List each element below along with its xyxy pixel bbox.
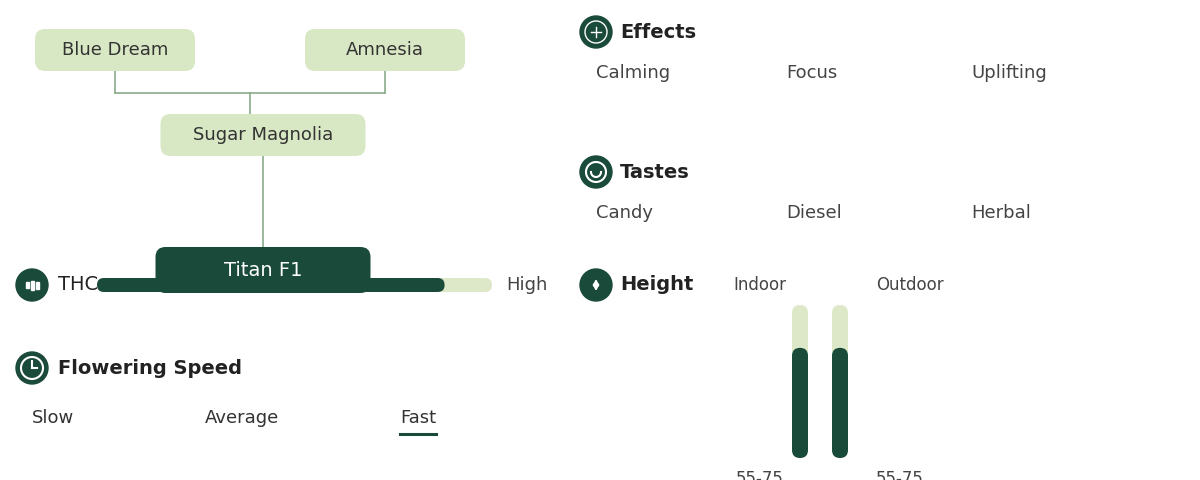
FancyBboxPatch shape <box>161 114 366 156</box>
Text: Slow: Slow <box>32 409 74 427</box>
FancyBboxPatch shape <box>305 29 466 71</box>
FancyBboxPatch shape <box>792 348 808 458</box>
Text: High: High <box>506 276 547 294</box>
Text: Candy: Candy <box>596 204 653 222</box>
Text: Diesel: Diesel <box>786 204 841 222</box>
Circle shape <box>580 269 612 301</box>
Text: Titan F1: Titan F1 <box>223 261 302 279</box>
Text: Effects: Effects <box>620 23 696 41</box>
Text: Outdoor: Outdoor <box>876 276 943 294</box>
Circle shape <box>580 16 612 48</box>
Text: Height: Height <box>620 276 694 295</box>
Text: Indoor: Indoor <box>733 276 786 294</box>
Text: Uplifting: Uplifting <box>971 64 1046 82</box>
FancyBboxPatch shape <box>792 305 808 458</box>
Text: 55-75: 55-75 <box>876 470 924 480</box>
Text: Sugar Magnolia: Sugar Magnolia <box>193 126 334 144</box>
Text: Herbal: Herbal <box>971 204 1031 222</box>
Text: Average: Average <box>205 409 280 427</box>
Circle shape <box>16 269 48 301</box>
Text: Focus: Focus <box>786 64 838 82</box>
FancyBboxPatch shape <box>97 278 492 292</box>
Text: Tastes: Tastes <box>620 163 690 181</box>
Text: Flowering Speed: Flowering Speed <box>58 359 242 377</box>
Text: Calming: Calming <box>596 64 670 82</box>
FancyBboxPatch shape <box>832 348 848 458</box>
FancyBboxPatch shape <box>156 247 371 293</box>
Text: 55-75: 55-75 <box>736 470 784 480</box>
Text: Amnesia: Amnesia <box>346 41 424 59</box>
Circle shape <box>16 352 48 384</box>
Text: Blue Dream: Blue Dream <box>62 41 168 59</box>
FancyBboxPatch shape <box>832 305 848 458</box>
FancyBboxPatch shape <box>35 29 194 71</box>
FancyBboxPatch shape <box>97 278 445 292</box>
Text: THC: THC <box>58 276 98 295</box>
Bar <box>36 281 38 288</box>
Bar <box>25 282 29 288</box>
Circle shape <box>580 156 612 188</box>
Bar <box>30 280 34 289</box>
Text: Fast: Fast <box>400 409 436 427</box>
